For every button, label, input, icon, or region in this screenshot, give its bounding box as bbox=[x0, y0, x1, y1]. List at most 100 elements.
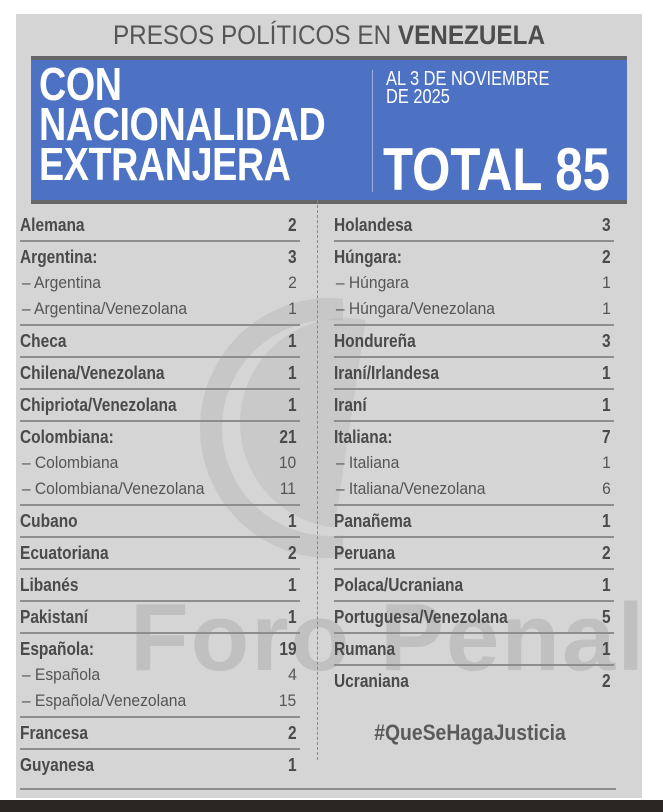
nationality-label: – Húngara/Venezolana bbox=[335, 299, 495, 318]
nationality-label: – Colombiana bbox=[21, 453, 119, 472]
nationality-label: – Argentina bbox=[21, 273, 101, 292]
row-separator bbox=[20, 504, 300, 506]
nationality-label: Chipriota/Venezolana bbox=[20, 395, 177, 415]
nationality-count: 4 bbox=[287, 665, 297, 684]
nationality-count: 2 bbox=[287, 543, 297, 563]
nationality-row: Peruana 2 bbox=[334, 540, 614, 566]
nationality-count: 1 bbox=[287, 363, 297, 383]
nationality-label: Pakistaní bbox=[20, 607, 88, 627]
nationality-label: Guyanesa bbox=[20, 755, 95, 775]
row-separator bbox=[20, 356, 300, 358]
row-separator bbox=[334, 356, 614, 358]
nationality-row: Ecuatoriana 2 bbox=[20, 540, 300, 566]
nationality-subrow: – Argentina/Venezolana 1 bbox=[20, 296, 300, 322]
row-separator bbox=[20, 388, 300, 390]
row-separator bbox=[334, 664, 614, 666]
nationality-count: 1 bbox=[601, 639, 611, 659]
nationality-row: Chipriota/Venezolana 1 bbox=[20, 392, 300, 418]
nationality-count: 1 bbox=[287, 331, 297, 351]
nationality-row: Alemana 2 bbox=[20, 212, 300, 238]
row-separator bbox=[334, 240, 614, 242]
banner-divider bbox=[372, 70, 373, 192]
nationality-count: 2 bbox=[601, 247, 611, 267]
nationality-count: 7 bbox=[601, 427, 611, 447]
row-separator bbox=[20, 716, 300, 718]
nationality-row: Italiana: 7 bbox=[334, 424, 614, 450]
nationality-count: 1 bbox=[287, 395, 297, 415]
row-separator bbox=[20, 240, 300, 242]
banner-line3: EXTRANJERA bbox=[39, 138, 291, 190]
nationality-label: Iraní bbox=[334, 395, 367, 415]
nationality-count: 1 bbox=[601, 395, 611, 415]
nationality-count: 6 bbox=[601, 479, 611, 498]
nationality-count: 1 bbox=[287, 575, 297, 595]
nationality-row: Libanés 1 bbox=[20, 572, 300, 598]
right-column-list: Holandesa 3 Húngara: 2– Húngara 1– Húngara/V… bbox=[334, 212, 614, 694]
nationality-subrow: – Húngara 1 bbox=[334, 270, 614, 296]
nationality-label: Ucraniana bbox=[334, 671, 409, 691]
nationality-label: Portuguesa/Venezolana bbox=[334, 607, 508, 627]
nationality-count: 1 bbox=[601, 299, 611, 318]
left-column-list: Alemana 2 Argentina: 3 – Argentina 2 – Argenti… bbox=[20, 212, 300, 778]
nationality-label: Libanés bbox=[20, 575, 79, 595]
nationality-row: Francesa 2 bbox=[20, 720, 300, 746]
nationality-subrow: – Italiana 1 bbox=[334, 450, 614, 476]
nationality-row: Española: 19 bbox=[20, 636, 300, 662]
nationality-count: 1 bbox=[287, 299, 297, 318]
nationality-row: Iraní/Irlandesa 1 bbox=[334, 360, 614, 386]
nationality-count: 15 bbox=[278, 691, 297, 710]
nationality-label: – Española/Venezolana bbox=[21, 691, 187, 710]
row-separator bbox=[20, 568, 300, 570]
nationality-subrow: – Española/Venezolana 15 bbox=[20, 688, 300, 714]
nationality-row: Hondureña 3 bbox=[334, 328, 614, 354]
nationality-label: Italiana: bbox=[334, 427, 393, 447]
nationality-row: Holandesa 3 bbox=[334, 212, 614, 238]
nationality-label: Colombiana: bbox=[20, 427, 114, 447]
nationality-label: Rumana bbox=[334, 639, 396, 659]
footer-rule bbox=[20, 788, 616, 790]
nationality-row: Iraní 1 bbox=[334, 392, 614, 418]
row-separator bbox=[334, 388, 614, 390]
nationality-count: 10 bbox=[278, 453, 297, 472]
column-divider bbox=[317, 200, 318, 760]
nationality-count: 21 bbox=[279, 427, 297, 447]
nationality-count: 3 bbox=[601, 331, 611, 351]
row-separator bbox=[334, 324, 614, 326]
row-separator bbox=[20, 632, 300, 634]
nationality-row: Cubano 1 bbox=[20, 508, 300, 534]
nationality-count: 2 bbox=[287, 215, 297, 235]
nationality-count: 3 bbox=[601, 215, 611, 235]
nationality-row: Pakistaní 1 bbox=[20, 604, 300, 630]
nationality-count: 1 bbox=[287, 607, 297, 627]
nationality-subrow: – Colombiana/Venezolana 11 bbox=[20, 476, 300, 502]
nationality-label: Chilena/Venezolana bbox=[20, 363, 165, 383]
row-separator bbox=[20, 420, 300, 422]
row-separator bbox=[20, 748, 300, 750]
nationality-subrow: – Colombiana 10 bbox=[20, 450, 300, 476]
nationality-row: Checa 1 bbox=[20, 328, 300, 354]
nationality-label: Ecuatoriana bbox=[20, 543, 109, 563]
nationality-row: Polaca/Ucraniana 1 bbox=[334, 572, 614, 598]
nationality-label: – Española bbox=[21, 665, 101, 684]
banner-date: AL 3 DE NOVIEMBRE DE 2025 bbox=[386, 69, 549, 108]
nationality-row: Argentina: 3 bbox=[20, 244, 300, 270]
date-line2: DE 2025 bbox=[386, 86, 450, 108]
nationality-count: 2 bbox=[601, 671, 611, 691]
nationality-count: 2 bbox=[601, 543, 611, 563]
nationality-subrow: – Italiana/Venezolana 6 bbox=[334, 476, 614, 502]
banner-heading: CON NACIONALIDAD EXTRANJERA bbox=[39, 61, 326, 190]
nationality-row: Guyanesa 1 bbox=[20, 752, 300, 778]
banner-top-rule bbox=[31, 56, 627, 60]
nationality-count: 3 bbox=[287, 247, 297, 267]
nationality-count: 1 bbox=[601, 453, 611, 472]
page-title: PRESOS POLÍTICOS EN VENEZUELA bbox=[47, 20, 610, 51]
nationality-label: Peruana bbox=[334, 543, 396, 563]
nationality-label: Argentina: bbox=[20, 247, 98, 267]
nationality-label: Húngara: bbox=[334, 247, 402, 267]
row-separator bbox=[334, 600, 614, 602]
nationality-row: Ucraniana 2 bbox=[334, 668, 614, 694]
nationality-subrow: – Húngara/Venezolana 1 bbox=[334, 296, 614, 322]
banner-bottom-rule bbox=[31, 200, 627, 204]
nationality-count: 1 bbox=[601, 363, 611, 383]
nationality-count: 2 bbox=[287, 723, 297, 743]
